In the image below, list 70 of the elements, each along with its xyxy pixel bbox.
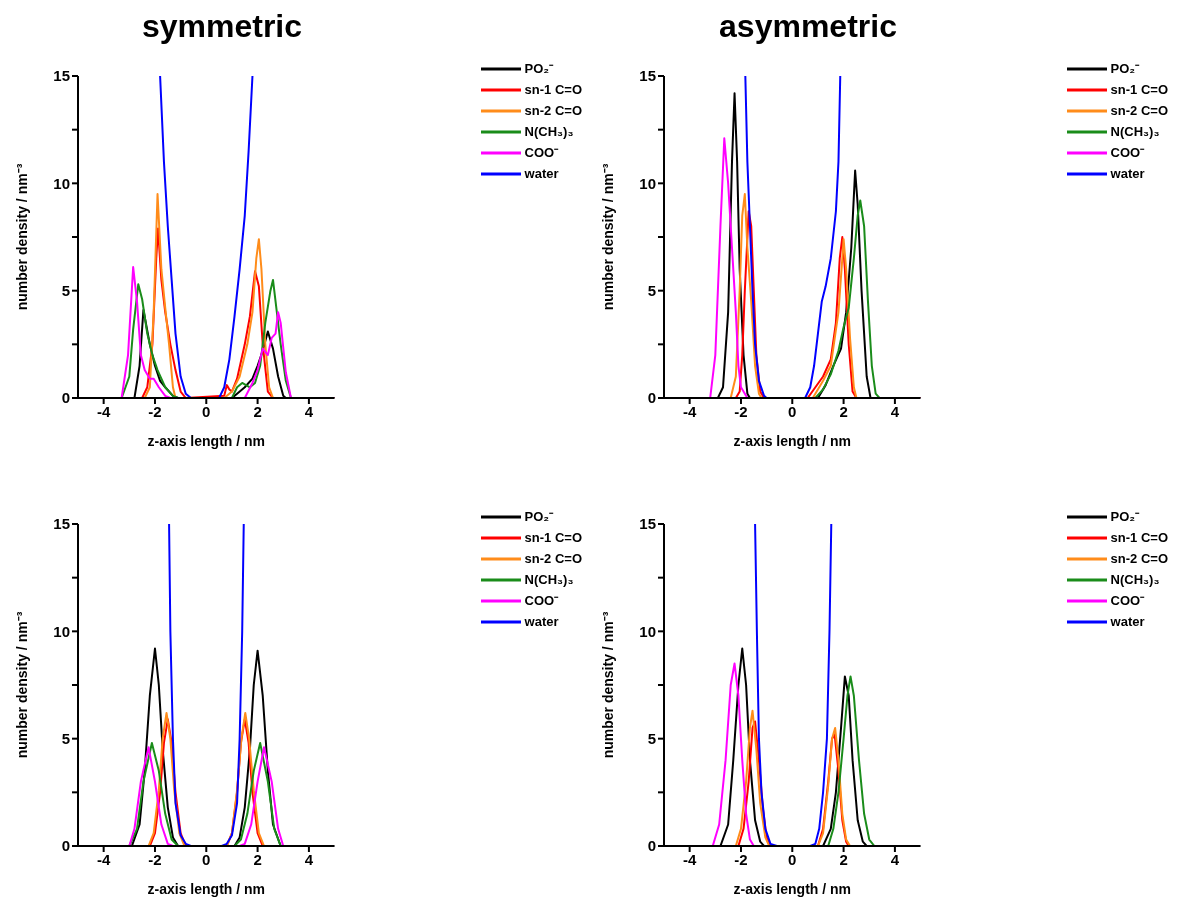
legend-label: sn-2 C=O bbox=[1110, 550, 1168, 568]
legend-label: N(CH₃)₃ bbox=[524, 571, 574, 589]
x-tick-label: 4 bbox=[304, 850, 314, 868]
y-tick-label: 10 bbox=[639, 622, 656, 640]
x-tick-label: 0 bbox=[202, 402, 211, 420]
y-tick-label: 10 bbox=[53, 174, 70, 192]
y-tick-label: 0 bbox=[61, 389, 70, 407]
y-tick-label: 10 bbox=[639, 174, 656, 192]
legend-label: COO⁻ bbox=[524, 144, 559, 162]
legend-label: PO₂⁻ bbox=[524, 60, 554, 78]
legend-label: COO⁻ bbox=[1110, 592, 1145, 610]
y-tick-label: 0 bbox=[647, 837, 656, 855]
legend-label: PO₂⁻ bbox=[524, 508, 554, 526]
x-tick-label: -2 bbox=[148, 850, 162, 868]
chart-title: asymmetric bbox=[719, 8, 897, 44]
x-tick-label: -2 bbox=[734, 850, 748, 868]
x-tick-label: -4 bbox=[96, 850, 111, 868]
legend-label: sn-2 C=O bbox=[1110, 102, 1168, 120]
legend-label: N(CH₃)₃ bbox=[524, 123, 574, 141]
y-tick-label: 0 bbox=[647, 389, 656, 407]
y-axis-title: number density / nm⁻³ bbox=[599, 611, 616, 759]
legend-label: N(CH₃)₃ bbox=[1110, 571, 1160, 589]
y-axis-title: number density / nm⁻³ bbox=[13, 163, 30, 311]
legend-label: sn-1 C=O bbox=[524, 529, 582, 547]
legend-label: N(CH₃)₃ bbox=[1110, 123, 1160, 141]
x-tick-label: 4 bbox=[890, 850, 900, 868]
x-tick-label: 2 bbox=[839, 402, 848, 420]
y-tick-label: 15 bbox=[53, 515, 70, 533]
x-tick-label: 0 bbox=[202, 850, 211, 868]
legend-label: sn-2 C=O bbox=[524, 550, 582, 568]
legend-label: COO⁻ bbox=[1110, 144, 1145, 162]
x-tick-label: 2 bbox=[839, 850, 848, 868]
legend-label: water bbox=[524, 613, 559, 631]
x-tick-label: -4 bbox=[96, 402, 111, 420]
x-tick-label: -2 bbox=[148, 402, 162, 420]
x-tick-label: 0 bbox=[788, 402, 797, 420]
x-tick-label: 2 bbox=[253, 850, 262, 868]
x-tick-label: 4 bbox=[304, 402, 314, 420]
x-axis-title: z-axis length / nm bbox=[147, 881, 266, 897]
legend-label: water bbox=[1110, 165, 1145, 183]
chart-title: symmetric bbox=[141, 8, 303, 44]
y-axis-title: number density / nm⁻³ bbox=[599, 163, 616, 311]
y-tick-label: 5 bbox=[61, 281, 70, 299]
y-tick-label: 5 bbox=[61, 729, 70, 747]
x-tick-label: 4 bbox=[890, 402, 900, 420]
x-tick-label: -4 bbox=[682, 850, 697, 868]
y-tick-label: 5 bbox=[647, 729, 656, 747]
x-axis-title: z-axis length / nm bbox=[733, 433, 852, 449]
legend-label: sn-1 C=O bbox=[524, 81, 582, 99]
x-tick-label: -2 bbox=[734, 402, 748, 420]
legend-label: sn-1 C=O bbox=[1110, 529, 1168, 547]
legend-label: sn-1 C=O bbox=[1110, 81, 1168, 99]
y-tick-label: 15 bbox=[639, 515, 656, 533]
legend-label: PO₂⁻ bbox=[1110, 508, 1140, 526]
y-tick-label: 15 bbox=[639, 67, 656, 85]
y-tick-label: 15 bbox=[53, 67, 70, 85]
legend-label: COO⁻ bbox=[524, 592, 559, 610]
x-tick-label: 2 bbox=[253, 402, 262, 420]
legend-label: water bbox=[1110, 613, 1145, 631]
y-axis-title: number density / nm⁻³ bbox=[13, 611, 30, 759]
legend-label: PO₂⁻ bbox=[1110, 60, 1140, 78]
x-tick-label: -4 bbox=[682, 402, 697, 420]
y-tick-label: 5 bbox=[647, 281, 656, 299]
legend-label: water bbox=[524, 165, 559, 183]
x-tick-label: 0 bbox=[788, 850, 797, 868]
x-axis-title: z-axis length / nm bbox=[147, 433, 266, 449]
legend-label: sn-2 C=O bbox=[524, 102, 582, 120]
y-tick-label: 0 bbox=[61, 837, 70, 855]
x-axis-title: z-axis length / nm bbox=[733, 881, 852, 897]
y-tick-label: 10 bbox=[53, 622, 70, 640]
